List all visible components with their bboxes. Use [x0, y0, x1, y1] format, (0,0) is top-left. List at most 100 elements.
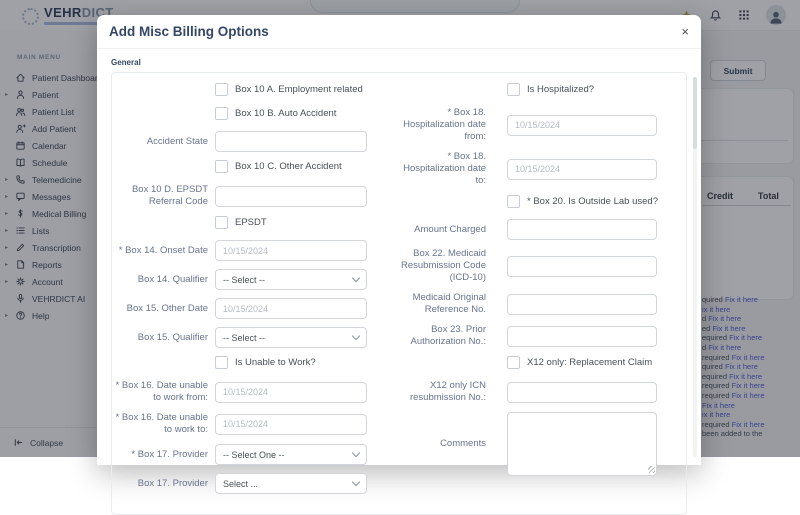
fix-it-here-link[interactable]: Fix it here: [729, 333, 763, 343]
error-line: required Fix it here: [702, 353, 799, 363]
checkbox-label: Box 10 A. Employment related: [235, 84, 363, 95]
box-16-date-unable-to-work-from-input[interactable]: [215, 381, 367, 403]
form-row-box-15-qualifier: Box 15. Qualifier -- Select --: [112, 327, 400, 348]
modal-title: Add Misc Billing Options: [109, 24, 269, 39]
is-unable-to-work-checkbox[interactable]: [215, 356, 228, 369]
sidebar-item-reports[interactable]: ▸ Reports: [0, 256, 97, 273]
form-row-box-20-is-outside-lab-used: * Box 20. Is Outside Lab used?: [400, 195, 686, 208]
close-icon[interactable]: ×: [681, 24, 689, 39]
modal-scrollbar-track: [693, 77, 697, 457]
box-10-b-auto-accident-checkbox[interactable]: [215, 107, 228, 120]
sidebar-item-patient-dashboard[interactable]: Patient Dashboard: [0, 69, 102, 86]
box-10-a-employment-related-checkbox[interactable]: [215, 83, 228, 96]
sidebar-item-schedule[interactable]: Schedule: [0, 154, 97, 171]
box-10-c-other-accident-checkbox[interactable]: [215, 160, 228, 173]
chevron-right-icon: ▸: [5, 279, 9, 285]
fix-it-here-link[interactable]: Fix it here: [731, 381, 765, 391]
box-22-medicaid-resubmission-code-icd-10-input[interactable]: [507, 255, 657, 277]
fix-it-here-link[interactable]: Fix it here: [708, 314, 742, 324]
fix-it-here-link[interactable]: Fix it here: [724, 295, 758, 304]
box-23-prior-authorization-no-input[interactable]: [507, 325, 657, 347]
sidebar-item-medical-billing[interactable]: ▸ Medical Billing: [0, 205, 97, 222]
sidebar-item-messages[interactable]: ▸ Messages: [0, 188, 97, 205]
box-10-d-epsdt-referral-code-input[interactable]: [215, 185, 367, 207]
box-14-qualifier-select[interactable]: -- Select --: [215, 269, 367, 290]
form-row-comments: Comments: [400, 412, 686, 476]
form-row-medicaid-original-reference-no: Medicaid Original Reference No.: [400, 292, 686, 316]
field-label: Box 17. Provider: [137, 477, 208, 489]
sidebar-item-patient-list[interactable]: Patient List: [0, 103, 97, 120]
sidebar-item-label: VEHRDICT AI: [32, 293, 86, 304]
sidebar-item-transcription[interactable]: ▸ Transcription: [0, 239, 97, 256]
box-18-hospitalization-date-from-input[interactable]: [507, 114, 657, 136]
submit-button[interactable]: Submit: [710, 60, 766, 81]
sidebar-item-account[interactable]: ▸ Account: [0, 273, 97, 290]
box-15-qualifier-select[interactable]: -- Select --: [215, 327, 367, 348]
top-icon-group: [679, 0, 786, 30]
sidebar-item-add-patient[interactable]: Add Patient: [0, 120, 97, 137]
grid-icon[interactable]: [737, 8, 751, 22]
fix-it-here-link[interactable]: Fix it here: [702, 400, 735, 410]
table-header-credit: Credit: [707, 191, 734, 201]
x12-only-replacement-claim-checkbox[interactable]: [507, 356, 520, 369]
box-16-date-unable-to-work-to-input[interactable]: [215, 413, 367, 435]
mic-icon: [14, 293, 26, 305]
error-text: required: [702, 381, 732, 391]
x12-only-icn-resubmission-no-input[interactable]: [507, 381, 657, 403]
gear-icon: [14, 276, 26, 288]
fix-it-here-link[interactable]: Fix it here: [731, 390, 765, 400]
sparkle-icon[interactable]: [679, 8, 693, 22]
select-value: Select ...: [223, 478, 259, 489]
error-line: ed Fix it here: [702, 324, 799, 334]
sidebar-collapse-button[interactable]: Collapse: [0, 427, 96, 457]
sidebar-item-lists[interactable]: ▸ Lists: [0, 222, 97, 239]
medicaid-original-reference-no-input[interactable]: [507, 293, 657, 315]
box-20-is-outside-lab-used-checkbox[interactable]: [507, 195, 520, 208]
bell-icon[interactable]: [708, 8, 722, 22]
epsdt-checkbox[interactable]: [215, 216, 228, 229]
accident-state-input[interactable]: [215, 131, 367, 152]
error-line: d Fix it here: [702, 314, 799, 324]
fix-it-here-link[interactable]: Fix it here: [708, 342, 742, 352]
sidebar-item-patient[interactable]: ▸ Patient: [0, 86, 97, 103]
fix-it-here-link[interactable]: Fix it here: [712, 323, 746, 333]
sidebar-item-calendar[interactable]: Calendar: [0, 137, 97, 154]
user-avatar[interactable]: [766, 5, 786, 25]
logo-globe-icon: [22, 8, 39, 25]
field-label: * Box 18. Hospitalization date to:: [403, 151, 486, 186]
box-17-provider-select[interactable]: Select ...: [215, 473, 367, 494]
sidebar-item-label: Telemedicine: [32, 174, 82, 185]
field-label: Box 15. Qualifier: [137, 331, 208, 343]
pen-icon: [14, 242, 26, 254]
sidebar-item-help[interactable]: ▸ Help: [0, 307, 97, 324]
field-label: Comments: [440, 438, 486, 449]
amount-charged-input[interactable]: [507, 219, 657, 240]
fix-it-here-link[interactable]: Fix it here: [724, 362, 758, 372]
fix-it-here-link[interactable]: ix it here: [702, 304, 731, 314]
fix-it-here-link[interactable]: Fix it here: [731, 419, 765, 429]
logo-primary: VEHR: [44, 5, 82, 20]
chevron-right-icon: ▸: [5, 228, 9, 234]
box-14-onset-date-input[interactable]: [215, 240, 367, 261]
error-text: quired: [702, 295, 725, 304]
error-line: required Fix it here: [702, 391, 799, 401]
field-label: Medicaid Original Reference No.: [412, 292, 486, 315]
form-row-box-22-medicaid-resubmission-code-icd-10: Box 22. Medicaid Resubmission Code (ICD-…: [400, 248, 686, 284]
error-text: equired: [702, 333, 730, 343]
fix-it-here-link[interactable]: Fix it here: [729, 371, 763, 381]
modal-scrollbar-thumb[interactable]: [693, 77, 697, 149]
box-15-other-date-input[interactable]: [215, 298, 367, 319]
fix-it-here-link[interactable]: ix it here: [702, 410, 731, 420]
comments-textarea[interactable]: [507, 412, 657, 476]
form-row-box-10-b-auto-accident: Box 10 B. Auto Accident: [112, 107, 400, 120]
box-18-hospitalization-date-to-input[interactable]: [507, 158, 657, 180]
fix-it-here-link[interactable]: Fix it here: [731, 352, 765, 362]
list-icon: [14, 225, 26, 237]
sidebar-item-vehrdict-ai[interactable]: VEHRDICT AI: [0, 290, 97, 307]
tab-general[interactable]: General: [111, 58, 141, 67]
sidebar-items: Patient Dashboard ▸ Patient Patient List Add…: [0, 69, 102, 324]
field-label: * Box 16. Date unable to work from:: [115, 380, 208, 403]
sidebar-item-telemedicine[interactable]: ▸ Telemedicine: [0, 171, 97, 188]
box-17-provider-select[interactable]: -- Select One --: [215, 444, 367, 465]
is-hospitalized-checkbox[interactable]: [507, 83, 520, 96]
